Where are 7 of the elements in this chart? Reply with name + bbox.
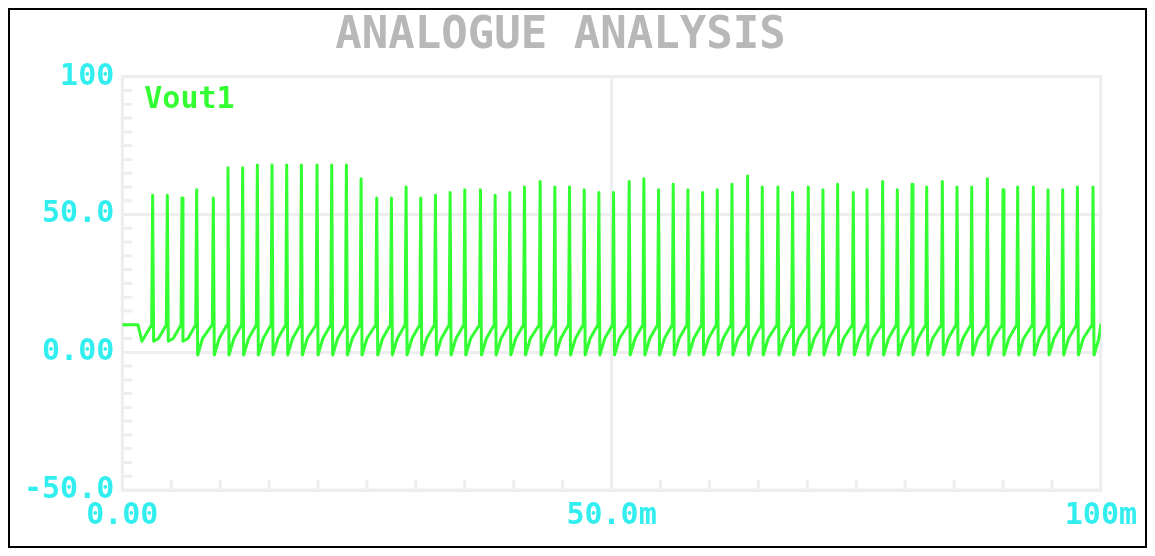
y-tick-label: 100	[60, 56, 115, 92]
x-tick-label: 100m	[1064, 495, 1137, 531]
x-tick-label: 50.0m	[566, 495, 657, 531]
y-tick-label: 50.0	[42, 194, 115, 230]
y-tick-label: 0.00	[42, 332, 115, 368]
series-label: Vout1	[144, 79, 235, 115]
chart-title: ANALOGUE ANALYSIS	[335, 6, 786, 58]
